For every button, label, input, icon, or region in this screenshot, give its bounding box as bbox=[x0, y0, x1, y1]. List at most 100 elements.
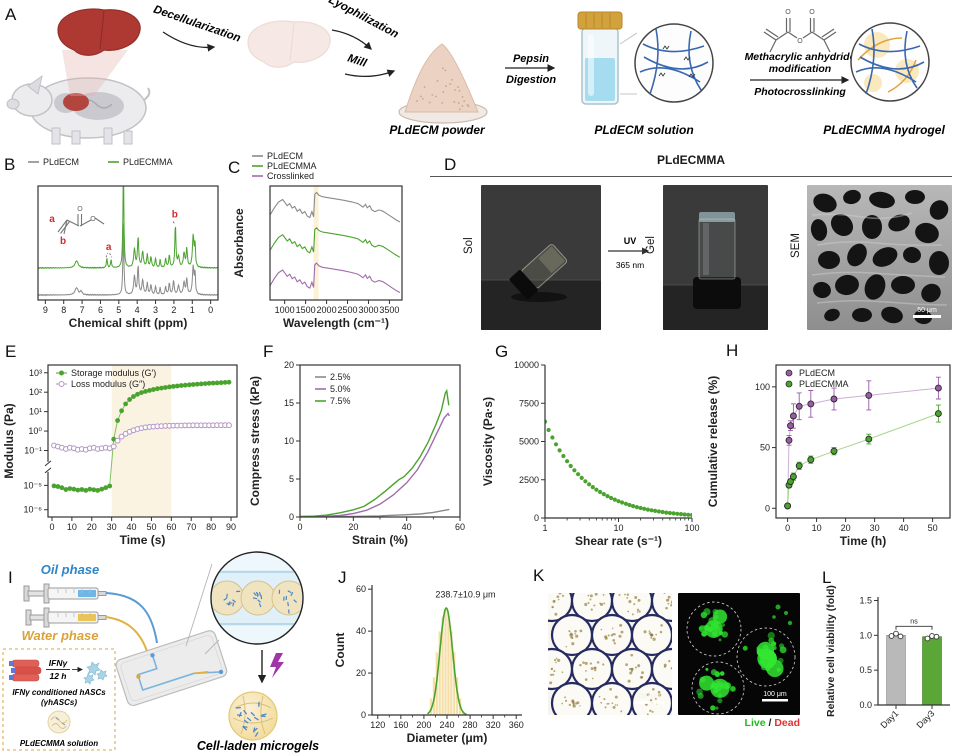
svg-text:10000: 10000 bbox=[514, 360, 539, 370]
compression-chart: 0 20 40 6005101520Strain (%)Compress stress… bbox=[245, 335, 470, 550]
svg-text:0: 0 bbox=[765, 503, 770, 513]
brightfield-scalebar bbox=[634, 701, 664, 704]
svg-text:0: 0 bbox=[297, 522, 302, 532]
svg-text:50: 50 bbox=[760, 443, 770, 453]
brightfield-scale-label: 250 μm bbox=[637, 693, 661, 700]
oil-phase-label: Oil phase bbox=[41, 562, 100, 577]
svg-text:PLdECMMA: PLdECMMA bbox=[123, 157, 173, 167]
svg-text:5.0%: 5.0% bbox=[330, 384, 351, 394]
conditioned-line1: IFNγ conditioned hASCs bbox=[12, 688, 106, 697]
svg-text:ns: ns bbox=[910, 618, 918, 625]
viscosity-chart: 1 10 100025005000750010000Shear rate (s⁻¹)… bbox=[470, 335, 700, 550]
svg-text:160: 160 bbox=[393, 720, 408, 730]
panel-a-schematic: Decellularization Lyophilization Mill PL… bbox=[0, 0, 955, 150]
svg-text:20: 20 bbox=[284, 360, 294, 370]
dead-label: Dead bbox=[774, 717, 800, 729]
svg-text:200: 200 bbox=[416, 720, 431, 730]
svg-text:4: 4 bbox=[135, 305, 140, 315]
lightning-icon bbox=[270, 653, 284, 678]
uv-label: UV bbox=[624, 236, 637, 246]
svg-text:60: 60 bbox=[356, 584, 366, 594]
svg-text:Day3: Day3 bbox=[914, 708, 936, 730]
panel-i-schematic: Oil phase Water phase bbox=[0, 550, 330, 753]
water-syringe bbox=[26, 608, 106, 627]
sem-image: 50 μm bbox=[807, 185, 952, 330]
water-tube bbox=[106, 617, 147, 651]
svg-text:40: 40 bbox=[402, 522, 412, 532]
svg-text:Day1: Day1 bbox=[878, 708, 900, 730]
svg-text:10²: 10² bbox=[29, 387, 42, 397]
svg-text:Modulus (Pa): Modulus (Pa) bbox=[2, 403, 16, 478]
svg-text:0.0: 0.0 bbox=[859, 700, 872, 710]
lyophilization-label: Lyophilization bbox=[326, 0, 400, 41]
fluorescence-scale-label: 100 μm bbox=[763, 691, 787, 698]
decellularization-label: Decellularization bbox=[152, 4, 242, 45]
microfluidic-chip bbox=[115, 629, 229, 707]
mill-arrow bbox=[345, 71, 394, 76]
svg-text:10: 10 bbox=[812, 523, 822, 533]
svg-text:50: 50 bbox=[146, 522, 156, 532]
solution-network-zoom bbox=[635, 24, 713, 102]
svg-text:2500: 2500 bbox=[519, 475, 539, 485]
svg-text:7.5%: 7.5% bbox=[330, 396, 351, 406]
svg-text:2000: 2000 bbox=[317, 305, 337, 315]
svg-text:1.5: 1.5 bbox=[859, 595, 872, 605]
svg-text:2.5%: 2.5% bbox=[330, 372, 351, 382]
liver-decellularized bbox=[248, 21, 330, 67]
sem-scale-label: 50 μm bbox=[917, 307, 937, 314]
sol-label: Sol bbox=[463, 194, 475, 254]
release-chart: 0 10 20 30 40 50050100Time (h)Cumulative rele… bbox=[700, 335, 955, 550]
svg-text:PLdECMMA: PLdECMMA bbox=[799, 379, 849, 389]
o-atom-bridge: O bbox=[797, 38, 803, 45]
microgels-label: Cell-laden microgels bbox=[197, 739, 319, 753]
figure: A B C D E F G H I J K L bbox=[0, 0, 955, 753]
fluorescence-scalebar bbox=[762, 699, 788, 702]
inset-box: IFNγ 12 h IFNγ conditioned hASCs (γhASCs… bbox=[3, 649, 115, 750]
powder-label: PLdECM powder bbox=[389, 123, 486, 137]
svg-text:280: 280 bbox=[463, 720, 478, 730]
oil-syringe bbox=[24, 584, 106, 603]
panel-k-label: K bbox=[533, 566, 544, 586]
gel-label: Gel bbox=[645, 194, 657, 254]
svg-text:8: 8 bbox=[61, 305, 66, 315]
svg-text:a: a bbox=[49, 214, 55, 225]
svg-text:5: 5 bbox=[289, 474, 294, 484]
svg-text:7: 7 bbox=[80, 305, 85, 315]
upright-vial bbox=[693, 212, 741, 309]
o-atom-right: O bbox=[809, 9, 815, 16]
svg-text:Diameter (μm): Diameter (μm) bbox=[407, 731, 488, 745]
ma-modification-line1: Methacrylic anhydride bbox=[745, 51, 856, 63]
svg-text:360: 360 bbox=[509, 720, 524, 730]
rheology-chart: 0 10 20 30 40 50 60 70 80 90 10³ 10² 10¹ 10⁰ 10⁻¹ 10⁻⁵ 1… bbox=[0, 335, 245, 550]
svg-text:10: 10 bbox=[613, 523, 623, 533]
liver-red bbox=[58, 9, 140, 55]
uv-wavelength: 365 nm bbox=[616, 260, 644, 270]
ftir-chart: 1000 1500 2000 2500 3000 3500Wavelength (cm⁻¹… bbox=[230, 150, 410, 335]
svg-text:Cumulative release (%): Cumulative release (%) bbox=[706, 376, 720, 507]
svg-text:9: 9 bbox=[43, 305, 48, 315]
svg-text:O: O bbox=[77, 206, 83, 213]
live-label: Live bbox=[745, 717, 766, 729]
svg-text:20: 20 bbox=[87, 522, 97, 532]
svg-text:a: a bbox=[106, 242, 112, 253]
nmr-chart: 9 8 7 6 5 4 3 2 1 0 Chemical shift (ppm) PLdECM PLdE… bbox=[0, 150, 230, 335]
svg-text:10¹: 10¹ bbox=[29, 407, 42, 417]
digestion-label: Digestion bbox=[506, 74, 556, 86]
sol-label-wrap: Sol bbox=[463, 230, 477, 290]
ma-modification-line2: modification bbox=[769, 63, 831, 75]
svg-text:10: 10 bbox=[284, 436, 294, 446]
svg-text:Absorbance: Absorbance bbox=[232, 208, 246, 278]
o-atom-left: O bbox=[785, 9, 791, 16]
ifn-label: IFNγ bbox=[49, 658, 69, 668]
svg-text:238.7±10.9 μm: 238.7±10.9 μm bbox=[435, 590, 495, 600]
svg-text:PLdECM: PLdECM bbox=[43, 157, 79, 167]
svg-text:15: 15 bbox=[284, 398, 294, 408]
svg-text:Shear rate (s⁻¹): Shear rate (s⁻¹) bbox=[575, 534, 662, 548]
svg-text:10⁻¹: 10⁻¹ bbox=[24, 445, 42, 455]
sem-label-wrap: SEM bbox=[790, 230, 804, 290]
svg-text:90: 90 bbox=[226, 522, 236, 532]
svg-text:2500: 2500 bbox=[338, 305, 358, 315]
svg-text:Time (h): Time (h) bbox=[840, 534, 886, 548]
svg-text:3: 3 bbox=[153, 305, 158, 315]
cell-laden-microgel bbox=[229, 692, 277, 740]
